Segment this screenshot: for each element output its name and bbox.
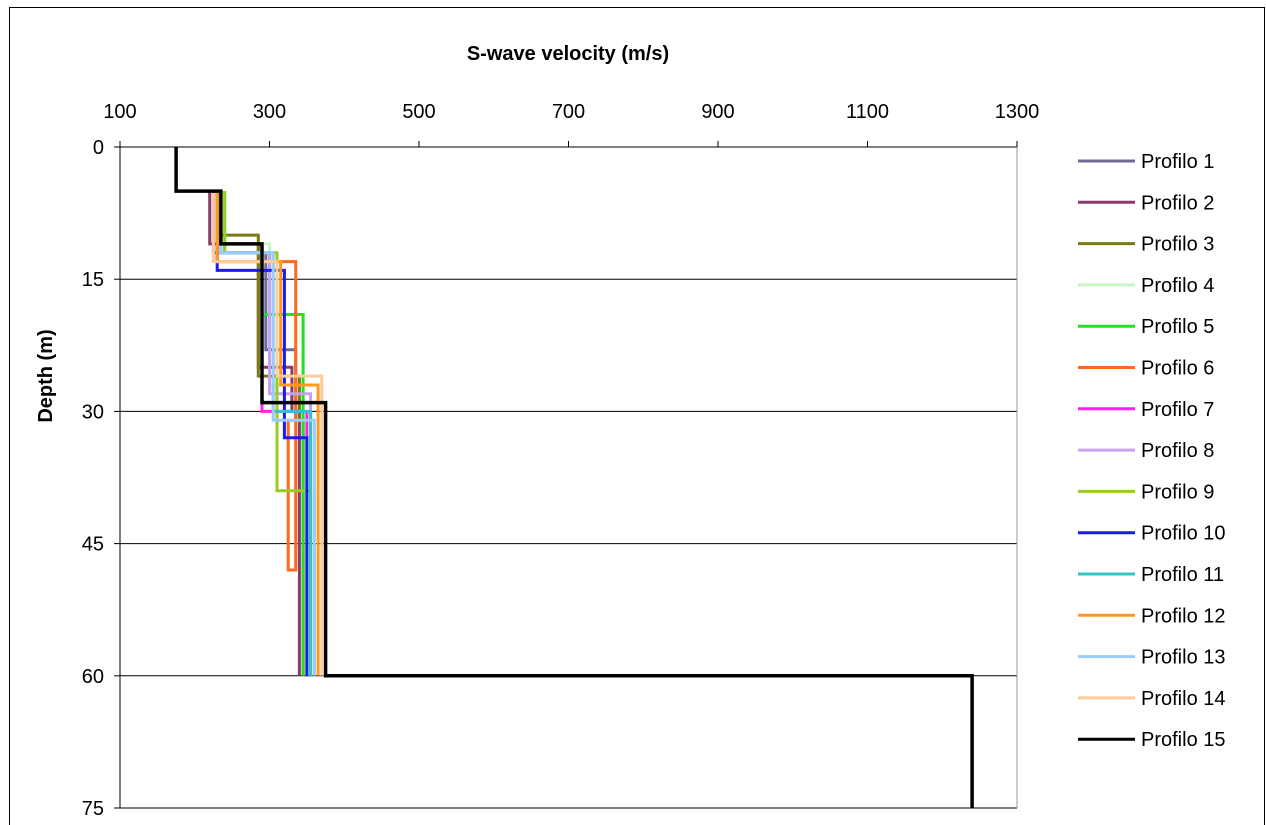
y-tick-label: 60 [82,666,104,688]
series-line-14 [211,191,324,676]
x-tick-label: 1300 [995,101,1040,123]
legend-layer: Profilo 1 Profilo 2 Profilo 3 Profilo 4 Prof… [1078,151,1226,751]
x-axis-title: S-wave velocity (m/s) [467,43,669,65]
y-tick-label: 45 [82,534,104,556]
series-line-15 [174,147,974,808]
legend-label-8: Profilo 8 [1141,440,1214,462]
legend-label-11: Profilo 11 [1141,564,1224,586]
series-line-5 [223,191,305,676]
series-layer [174,147,974,808]
series-line-9 [223,191,313,676]
legend-label-3: Profilo 3 [1141,234,1214,256]
legend-label-15: Profilo 15 [1141,729,1226,751]
grid-layer [120,146,1018,809]
legend-label-14: Profilo 14 [1141,688,1226,710]
y-axis-title: Depth (m) [35,329,57,422]
y-tick-label: 15 [82,269,104,291]
series-line-6 [215,191,313,676]
y-tick-label: 75 [82,798,104,820]
legend-label-2: Profilo 2 [1141,192,1214,214]
x-tick-label: 700 [552,101,585,123]
series-line-7 [219,191,309,676]
legend-label-5: Profilo 5 [1141,316,1214,338]
legend-label-13: Profilo 13 [1141,647,1226,669]
chart-frame [9,7,1265,825]
legend-label-4: Profilo 4 [1141,275,1214,297]
legend-label-10: Profilo 10 [1141,523,1226,545]
y-tick-label: 30 [82,401,104,423]
x-tick-label: 500 [402,101,435,123]
legend-label-9: Profilo 9 [1141,481,1214,503]
series-line-2 [208,191,301,676]
series-line-12 [215,191,320,676]
legend-label-7: Profilo 7 [1141,399,1214,421]
axis-layer: 0 15 30 45 60 75 100 300 500 700 900 1100 1300 [82,101,1040,820]
x-tick-label: 100 [103,101,136,123]
legend-label-1: Profilo 1 [1141,151,1214,173]
x-tick-label: 1100 [846,101,889,123]
legend-label-6: Profilo 6 [1141,358,1214,380]
x-tick-label: 300 [253,101,286,123]
legend-label-12: Profilo 12 [1141,605,1226,627]
x-tick-label: 900 [701,101,734,123]
y-tick-label: 0 [93,137,104,159]
